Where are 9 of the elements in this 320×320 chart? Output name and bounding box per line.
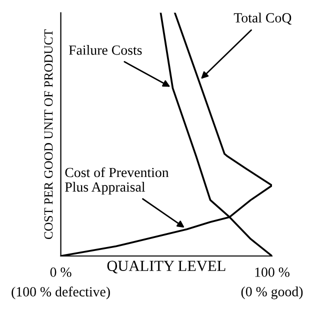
- annotation: Failure Costs: [68, 45, 142, 55]
- text: (0 % good): [241, 286, 303, 300]
- annotation: Total CoQ: [234, 12, 292, 25]
- x-tick-label: 100 %: [255, 268, 290, 277]
- x-axis-title: QUALITY LEVEL: [107, 260, 226, 274]
- y-axis-title: COST PER GOOD UNIT OF PRODUCT: [44, 29, 53, 240]
- annotation: Cost of Prevention Plus Appraisal: [65, 167, 169, 195]
- x-tick-label: 0 %: [50, 268, 72, 277]
- text: (100 % defective): [12, 286, 110, 300]
